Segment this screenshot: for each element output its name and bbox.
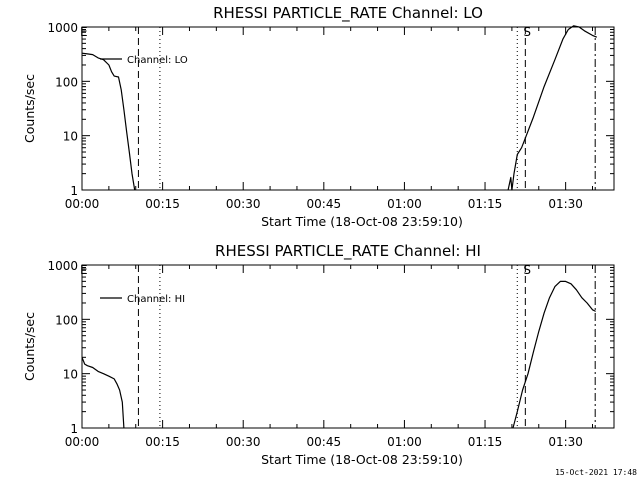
x-tick-label: 00:30	[226, 197, 261, 211]
x-tick-label: 01:30	[548, 197, 583, 211]
x-tick-label: 01:15	[468, 435, 503, 449]
y-tick-label: 10	[63, 130, 78, 144]
y-tick-label: 100	[55, 75, 78, 89]
x-tick-label: 01:00	[387, 435, 422, 449]
x-axis-label: Start Time (18-Oct-08 23:59:10)	[261, 452, 463, 467]
panel-lo: RHESSI PARTICLE_RATE Channel: LO 00:00 00:…	[22, 4, 615, 229]
series-line	[81, 52, 136, 191]
plot-frame	[81, 26, 615, 191]
x-tick-label: 01:00	[387, 197, 422, 211]
event-marker-label: S	[523, 25, 531, 39]
x-tick-label: 01:30	[548, 435, 583, 449]
x-tick-label: 00:15	[145, 435, 180, 449]
chart-title: RHESSI PARTICLE_RATE Channel: HI	[215, 242, 481, 261]
legend-label: Channel: HI	[127, 294, 185, 305]
y-axis-label: Counts/sec	[22, 74, 37, 143]
x-tick-label: 00:00	[65, 197, 100, 211]
series-line	[512, 280, 596, 429]
y-tick-label: 100	[55, 313, 78, 327]
y-tick-label: 10	[63, 368, 78, 382]
x-tick-label: 00:30	[226, 435, 261, 449]
series-line	[81, 357, 125, 429]
x-tick-label: 00:45	[307, 197, 342, 211]
x-tick-label: 00:45	[307, 435, 342, 449]
footer-timestamp: 15-Oct-2021 17:48	[555, 468, 637, 477]
chart-title: RHESSI PARTICLE_RATE Channel: LO	[213, 4, 483, 23]
plot-frame	[81, 264, 615, 429]
series-line	[507, 25, 598, 191]
y-axis-label: Counts/sec	[22, 312, 37, 381]
y-tick-label: 1	[70, 184, 78, 198]
x-tick-label: 00:15	[145, 197, 180, 211]
y-tick-label: 1000	[47, 259, 78, 273]
legend-label: Channel: LO	[127, 55, 188, 66]
x-tick-label: 01:15	[468, 197, 503, 211]
y-tick-label: 1	[70, 422, 78, 436]
event-marker-label: E	[80, 263, 88, 277]
event-marker-label: E	[80, 25, 88, 39]
x-axis-label: Start Time (18-Oct-08 23:59:10)	[261, 214, 463, 229]
x-tick-label: 00:00	[65, 435, 100, 449]
event-marker-label: S	[523, 263, 531, 277]
y-tick-label: 1000	[47, 21, 78, 35]
panel-hi: RHESSI PARTICLE_RATE Channel: HI 00:00 00:…	[22, 242, 615, 467]
